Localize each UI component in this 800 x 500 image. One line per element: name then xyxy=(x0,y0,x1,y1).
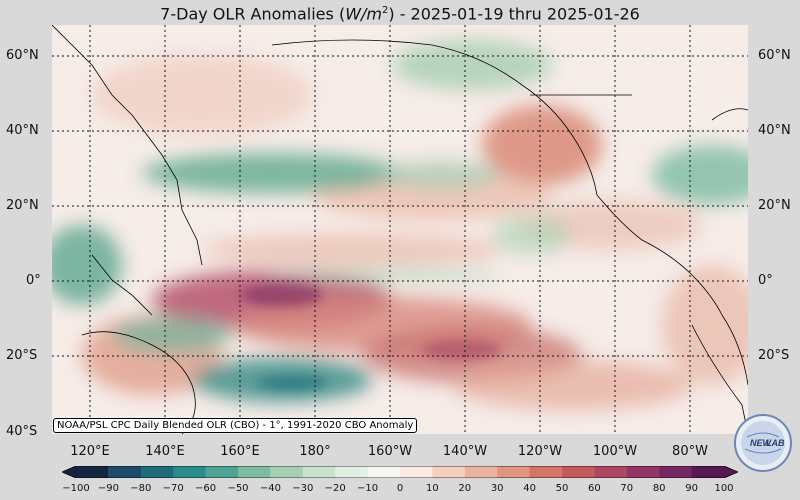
lat-label-left-0: 0° xyxy=(26,273,41,288)
lat-label-right-20s: 20°S xyxy=(758,348,790,363)
lon-label-80w: 80°W xyxy=(672,444,708,459)
north-america-east-coast xyxy=(711,108,748,121)
colorbar-segment xyxy=(205,466,239,478)
lon-label-140e: 140°E xyxy=(145,444,185,459)
colorbar-tick-label: 90 xyxy=(685,483,698,494)
colorbar-tick-label: 30 xyxy=(490,483,504,494)
south-america-coast xyxy=(691,324,748,434)
colorbar-tick-label: 20 xyxy=(458,483,472,494)
colorbar-segment xyxy=(140,466,174,478)
title-prefix: 7-Day OLR Anomalies ( xyxy=(160,4,346,24)
lon-label-100w: 100°W xyxy=(592,444,638,459)
title-unit-exponent: 2 xyxy=(381,5,389,16)
logo-text-left: NEW xyxy=(750,438,773,448)
asia-coast xyxy=(52,25,203,266)
colorbar-segment xyxy=(302,466,336,478)
colorbar-segment xyxy=(400,466,433,478)
colorbar-segment xyxy=(659,466,693,478)
colorbar-tick-label: 60 xyxy=(588,483,601,494)
title-unit: W/m xyxy=(345,4,382,24)
nev-lab-logo: NEW LAB xyxy=(733,413,793,473)
lon-label-160w: 160°W xyxy=(367,444,413,459)
lat-label-right-60n: 60°N xyxy=(758,48,791,63)
lon-label-120e: 120°E xyxy=(70,444,110,459)
map-title: 7-Day OLR Anomalies (W/m2) - 2025-01-19 … xyxy=(0,0,800,24)
lon-label-160e: 160°E xyxy=(220,444,260,459)
colorbar-segment xyxy=(691,466,738,478)
colorbar-tick-label: 100 xyxy=(714,483,734,494)
colorbar-segment xyxy=(594,466,628,478)
colorbar-tick-label: −50 xyxy=(227,483,249,494)
colorbar-segment xyxy=(238,466,271,478)
source-note: NOAA/PSL CPC Daily Blended OLR (CBO) - 1… xyxy=(53,418,418,433)
colorbar-svg xyxy=(60,465,740,479)
anomaly-map xyxy=(52,25,748,434)
colorbar-tick-label: −20 xyxy=(324,483,346,494)
colorbar-tick-label: 0 xyxy=(396,483,404,494)
colorbar-tick-label: −10 xyxy=(357,483,379,494)
lon-label-180: 180° xyxy=(299,444,331,459)
colorbar-tick-label: 80 xyxy=(652,483,666,494)
lat-label-left-40n: 40°N xyxy=(6,123,39,138)
coastlines xyxy=(52,25,748,434)
colorbar-tick-label: 10 xyxy=(426,483,439,494)
colorbar-tick-label: −60 xyxy=(195,483,217,494)
colorbar-segment xyxy=(497,466,531,478)
anomaly-field xyxy=(52,40,748,410)
colorbar-segment xyxy=(432,466,466,478)
colorbar-segment xyxy=(335,466,369,478)
lat-label-right-20n: 20°N xyxy=(758,198,791,213)
colorbar-tick-label: −100 xyxy=(62,483,90,494)
colorbar-segment xyxy=(173,466,207,478)
lat-label-left-60n: 60°N xyxy=(6,48,39,63)
colorbar-segment xyxy=(464,466,498,478)
colorbar-tick-label: 40 xyxy=(523,483,536,494)
colorbar-tick-label: 50 xyxy=(555,483,569,494)
graticule xyxy=(52,25,748,434)
colorbar-segment xyxy=(562,466,595,478)
lat-label-left-20n: 20°N xyxy=(6,198,39,213)
colorbar-segment xyxy=(367,466,401,478)
colorbar-segment xyxy=(62,466,109,478)
colorbar-tick-label: −70 xyxy=(162,483,184,494)
colorbar xyxy=(60,463,740,479)
colorbar-tick-label: −30 xyxy=(292,483,314,494)
australia-coast xyxy=(81,331,196,434)
title-date-range: ) - 2025-01-19 thru 2025-01-26 xyxy=(388,4,640,24)
colorbar-tick-label: 70 xyxy=(620,483,634,494)
maritime-continent-coast xyxy=(91,254,153,316)
lat-label-left-20s: 20°S xyxy=(6,348,38,363)
lat-label-right-40n: 40°N xyxy=(758,123,791,138)
colorbar-segment xyxy=(270,466,304,478)
anomaly-map-canvas xyxy=(52,25,748,434)
lon-label-140w: 140°W xyxy=(442,444,488,459)
north-america-coast xyxy=(271,39,748,386)
colorbar-segment xyxy=(529,466,563,478)
colorbar-segment xyxy=(626,466,660,478)
logo-text-right: LAB xyxy=(766,438,785,448)
colorbar-segment xyxy=(108,466,142,478)
colorbar-tick-label: −80 xyxy=(130,483,152,494)
lon-label-120w: 120°W xyxy=(517,444,563,459)
lat-label-right-0: 0° xyxy=(758,273,773,288)
anomaly-detail xyxy=(242,283,502,391)
colorbar-tick-label: −40 xyxy=(259,483,281,494)
colorbar-tick-label: −90 xyxy=(97,483,119,494)
lat-label-left-40s: 40°S xyxy=(6,424,38,439)
logo-globe-icon: NEW LAB xyxy=(734,414,792,472)
